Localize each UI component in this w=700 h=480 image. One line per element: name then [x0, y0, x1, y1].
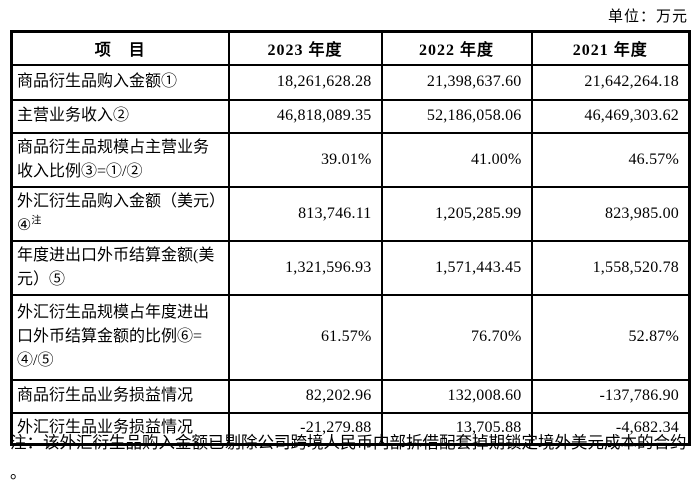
footnote-marker: 注	[31, 215, 42, 227]
cell-value: 82,202.96	[227, 378, 383, 414]
cell-value: 46.57%	[530, 131, 691, 188]
cell-value: 21,398,637.60	[380, 63, 533, 101]
col-header-item: 项 目	[10, 30, 230, 66]
cell-value: 1,558,520.78	[530, 239, 691, 296]
cell-value: 39.01%	[227, 131, 383, 188]
table-row: 商品衍生品业务损益情况 82,202.96 132,008.60 -137,78…	[10, 378, 691, 414]
row-label: 主营业务收入②	[10, 98, 230, 134]
cell-value: 132,008.60	[380, 378, 533, 414]
row-label-line2: ④注	[17, 215, 42, 234]
cell-value: -21,279.88	[227, 411, 383, 446]
table-header-row: 项 目 2023 年度 2022 年度 2021 年度	[10, 30, 691, 66]
cell-value: 61.57%	[227, 293, 383, 381]
row-label: 外汇衍生品业务损益情况	[10, 411, 230, 446]
table-row: 商品衍生品规模占主营业务收入比例③=①/② 39.01% 41.00% 46.5…	[10, 131, 691, 188]
cell-value: 813,746.11	[227, 185, 383, 242]
cell-value: 41.00%	[380, 131, 533, 188]
cell-value: 52,186,058.06	[380, 98, 533, 134]
cell-value: 1,321,596.93	[227, 239, 383, 296]
table-row: 外汇衍生品规模占年度进出口外币结算金额的比例⑥=④/⑤ 61.57% 76.70…	[10, 293, 691, 381]
cell-value: 52.87%	[530, 293, 691, 381]
cell-value: 1,205,285.99	[380, 185, 533, 242]
financial-table: 项 目 2023 年度 2022 年度 2021 年度 商品衍生品购入金额① 1…	[10, 30, 691, 446]
table-row: 外汇衍生品购入金额（美元） ④注 813,746.11 1,205,285.99 …	[10, 185, 691, 242]
table-row: 主营业务收入② 46,818,089.35 52,186,058.06 46,4…	[10, 98, 691, 134]
cell-value: -137,786.90	[530, 378, 691, 414]
row-label-line1: 外汇衍生品购入金额（美元）	[17, 192, 226, 210]
cell-value: 46,469,303.62	[530, 98, 691, 134]
table-row: 外汇衍生品业务损益情况 -21,279.88 13,705.88 -4,682.…	[10, 411, 691, 446]
cell-value: 76.70%	[380, 293, 533, 381]
row-label: 外汇衍生品购入金额（美元） ④注	[10, 185, 230, 242]
row-label: 商品衍生品规模占主营业务收入比例③=①/②	[10, 131, 230, 188]
row-label: 外汇衍生品规模占年度进出口外币结算金额的比例⑥=④/⑤	[10, 293, 230, 381]
cell-value: 18,261,628.28	[227, 63, 383, 101]
col-header-2022: 2022 年度	[380, 30, 533, 66]
row-label: 年度进出口外币结算金额(美元）⑤	[10, 239, 230, 296]
row-label: 商品衍生品购入金额①	[10, 63, 230, 101]
col-header-2023: 2023 年度	[227, 30, 383, 66]
unit-label: 单位：万元	[607, 9, 688, 25]
table-row: 商品衍生品购入金额① 18,261,628.28 21,398,637.60 2…	[10, 63, 691, 101]
cell-value: 46,818,089.35	[227, 98, 383, 134]
table-row: 年度进出口外币结算金额(美元）⑤ 1,321,596.93 1,571,443.…	[10, 239, 691, 296]
cell-value: 13,705.88	[380, 411, 533, 446]
cell-value: 21,642,264.18	[530, 63, 691, 101]
cell-value: -4,682.34	[530, 411, 691, 446]
row-label: 商品衍生品业务损益情况	[10, 378, 230, 414]
cell-value: 1,571,443.45	[380, 239, 533, 296]
footnote-text: 注：该外汇衍生品购入金额已剔除公司跨境人民币内部拆借配套掉期锁定境外美元成本的合…	[10, 433, 687, 480]
col-header-2021: 2021 年度	[530, 30, 691, 66]
cell-value: 823,985.00	[530, 185, 691, 242]
